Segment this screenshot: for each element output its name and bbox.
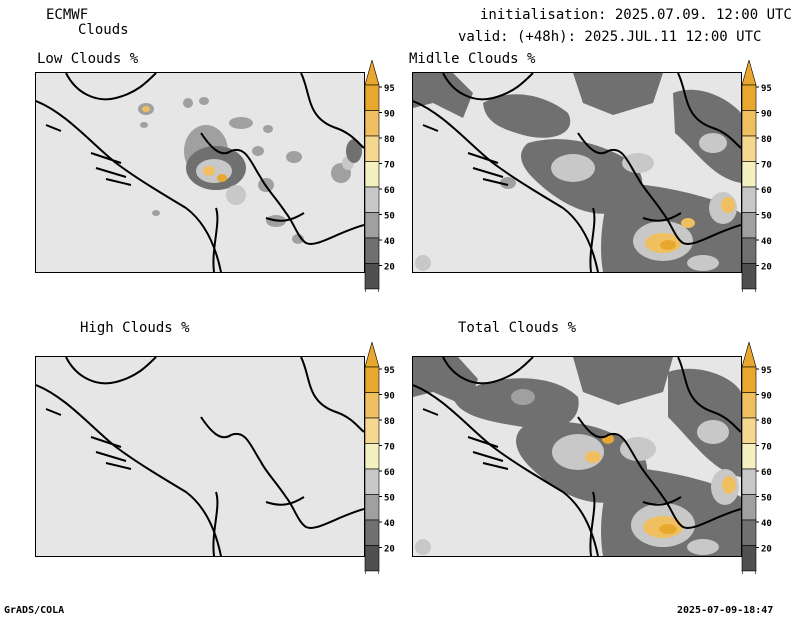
colorbar-label: 60	[384, 186, 395, 196]
colorbar-label: 80	[761, 417, 772, 427]
colorbar-segment	[364, 468, 380, 495]
coastlines-borders-total	[413, 357, 741, 556]
map-panel-middle-clouds	[412, 72, 742, 273]
colorbar-label: 50	[761, 494, 772, 504]
colorbar-segment	[741, 84, 757, 111]
colorbar-high: 95 90 80 70 60 50 40 20	[364, 342, 404, 574]
colorbar-bottom-arrow	[364, 570, 380, 574]
colorbar-label: 20	[761, 545, 772, 555]
colorbar-segment	[364, 443, 380, 470]
colorbar-top-arrow	[364, 342, 380, 368]
map-panel-low-clouds	[35, 72, 365, 273]
colorbar-label: 90	[384, 110, 395, 120]
footer-software: GrADS/COLA	[4, 605, 65, 616]
colorbar-label: 95	[384, 366, 395, 376]
colorbar-label: 70	[761, 161, 772, 171]
colorbar-label: 70	[384, 443, 395, 453]
colorbar-bottom-arrow	[364, 288, 380, 292]
colorbar-label: 95	[761, 366, 772, 376]
colorbar-label: 50	[761, 212, 772, 222]
colorbar-segment	[364, 110, 380, 137]
colorbar-label: 40	[761, 237, 772, 247]
init-time: initialisation: 2025.07.09. 12:00 UTC	[480, 7, 792, 23]
colorbar-segment	[364, 366, 380, 393]
colorbar-label: 70	[761, 443, 772, 453]
panel-title-high: High Clouds %	[80, 320, 190, 336]
map-panel-total-clouds	[412, 356, 742, 557]
colorbar-low: 95 90 80 70 60 50 40 20	[364, 60, 404, 292]
cloud-patches-total	[413, 357, 741, 556]
colorbar-label: 95	[761, 84, 772, 94]
colorbar-bottom-arrow	[741, 570, 757, 574]
colorbar-segment	[741, 237, 757, 264]
cloud-patches-low	[138, 97, 362, 244]
colorbar-segment	[741, 366, 757, 393]
colorbar-label: 20	[384, 545, 395, 555]
colorbar-segment	[364, 494, 380, 521]
colorbar-label: 20	[384, 263, 395, 273]
colorbar-segment	[741, 468, 757, 495]
colorbar-segment	[364, 519, 380, 546]
cloud-patches-middle	[413, 73, 741, 272]
colorbar-middle: 95 90 80 70 60 50 40 20	[741, 60, 781, 292]
colorbar-segment	[364, 212, 380, 239]
colorbar-label: 90	[761, 392, 772, 402]
colorbar-label: 50	[384, 494, 395, 504]
colorbar-label: 20	[761, 263, 772, 273]
colorbar-segment	[741, 161, 757, 188]
colorbar-bottom-arrow	[741, 288, 757, 292]
panel-title-middle: Midlle Clouds %	[409, 51, 536, 67]
colorbar-label: 40	[384, 519, 395, 529]
colorbar-segment	[364, 545, 380, 572]
colorbar-label: 90	[761, 110, 772, 120]
colorbar-segment	[364, 135, 380, 162]
colorbar-label: 50	[384, 212, 395, 222]
colorbar-label: 95	[384, 84, 395, 94]
colorbar-segment	[741, 212, 757, 239]
colorbar-label: 80	[761, 135, 772, 145]
panel-title-low: Low Clouds %	[37, 51, 139, 67]
coastlines-borders-low	[36, 73, 364, 272]
colorbar-label: 80	[384, 417, 395, 427]
colorbar-segment	[364, 417, 380, 444]
colorbar-segment	[741, 443, 757, 470]
colorbar-segment	[741, 186, 757, 213]
colorbar-segment	[364, 392, 380, 419]
colorbar-label: 60	[761, 468, 772, 478]
coastlines-borders-middle	[413, 73, 741, 272]
colorbar-segment	[364, 84, 380, 111]
colorbar-label: 40	[761, 519, 772, 529]
colorbar-label: 90	[384, 392, 395, 402]
footer-timestamp: 2025-07-09-18:47	[677, 605, 774, 616]
colorbar-top-arrow	[364, 60, 380, 86]
panel-title-total: Total Clouds %	[458, 320, 577, 336]
colorbar-segment	[741, 263, 757, 290]
colorbar-segment	[741, 135, 757, 162]
field-name: Clouds	[78, 22, 129, 38]
colorbar-segment	[741, 392, 757, 419]
colorbar-label: 60	[761, 186, 772, 196]
valid-time: valid: (+48h): 2025.JUL.11 12:00 UTC	[458, 29, 762, 45]
colorbar-segment	[741, 519, 757, 546]
colorbar-label: 80	[384, 135, 395, 145]
colorbar-segment	[364, 263, 380, 290]
colorbar-segment	[741, 494, 757, 521]
colorbar-segment	[741, 110, 757, 137]
colorbar-segment	[741, 545, 757, 572]
colorbar-total: 95 90 80 70 60 50 40 20	[741, 342, 781, 574]
colorbar-segment	[364, 186, 380, 213]
coastlines-borders-high	[36, 357, 364, 556]
colorbar-label: 60	[384, 468, 395, 478]
colorbar-label: 40	[384, 237, 395, 247]
colorbar-segment	[364, 161, 380, 188]
colorbar-label: 70	[384, 161, 395, 171]
model-name: ECMWF	[46, 7, 89, 23]
colorbar-top-arrow	[741, 342, 757, 368]
map-panel-high-clouds	[35, 356, 365, 557]
colorbar-segment	[364, 237, 380, 264]
colorbar-top-arrow	[741, 60, 757, 86]
colorbar-segment	[741, 417, 757, 444]
